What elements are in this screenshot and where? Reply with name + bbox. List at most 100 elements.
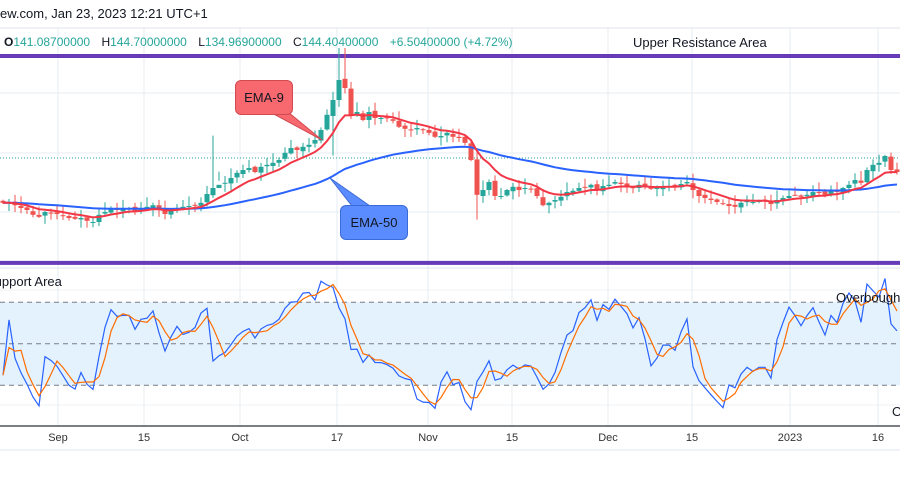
candle-body xyxy=(78,218,84,220)
candle-body xyxy=(348,88,354,115)
candle-body xyxy=(246,168,252,171)
stoch-k-line xyxy=(2,278,898,412)
candle-body xyxy=(630,187,636,189)
candle-body xyxy=(270,162,276,167)
upper-resistance-label: Upper Resistance Area xyxy=(633,35,767,50)
candle-body xyxy=(702,194,708,199)
open-value: O141.08700000 xyxy=(4,35,91,49)
candle-body xyxy=(24,207,30,211)
candle-body xyxy=(222,182,228,184)
x-tick-label: 15 xyxy=(505,432,519,444)
candle-body xyxy=(420,129,426,131)
candle-body xyxy=(282,152,288,159)
candle-body xyxy=(102,212,108,214)
x-tick-label: 2023 xyxy=(777,432,803,444)
candle-body xyxy=(66,216,72,219)
candle-body xyxy=(792,194,798,196)
candle-body xyxy=(816,192,822,194)
candle-body xyxy=(510,186,516,192)
candle-body xyxy=(84,217,90,221)
candle-body xyxy=(642,183,648,187)
candle-body xyxy=(96,214,102,223)
x-tick-label: 15 xyxy=(685,432,699,444)
overbought-label: Overbought xyxy=(836,290,900,305)
close-value: C144.40400000 xyxy=(292,35,379,49)
candle-body xyxy=(804,194,810,197)
candle-body xyxy=(198,202,204,206)
candle-body xyxy=(408,129,414,131)
candle-body xyxy=(504,190,510,196)
change-value: +6.50400000 (+4.72%) xyxy=(389,35,513,49)
x-tick-label: 16 xyxy=(871,432,885,444)
ema50-line xyxy=(3,145,898,210)
candle-body xyxy=(300,146,306,152)
candle-body xyxy=(186,206,192,208)
candle-body xyxy=(588,184,594,188)
candle-body xyxy=(570,190,576,194)
candle-body xyxy=(384,117,390,119)
candle-body xyxy=(684,182,690,184)
candle-body xyxy=(432,131,438,137)
candle-body xyxy=(882,156,888,162)
low-value: L134.96900000 xyxy=(198,35,282,49)
candle-body xyxy=(36,214,42,217)
ema9-pointer xyxy=(269,111,323,141)
candle-body xyxy=(768,201,774,205)
candle-body xyxy=(534,188,540,197)
x-tick-label: Oct xyxy=(231,432,249,444)
candle-body xyxy=(162,208,168,215)
x-tick-label: 17 xyxy=(330,432,344,444)
candle-body xyxy=(852,180,858,184)
high-value: H144.70000000 xyxy=(101,35,187,49)
x-tick-label: 15 xyxy=(137,432,151,444)
candle-body xyxy=(228,178,234,184)
support-label: Support Area xyxy=(0,274,62,289)
candle-body xyxy=(354,112,360,115)
candle-body xyxy=(894,169,900,173)
candle-body xyxy=(294,147,300,151)
candle-body xyxy=(258,166,264,173)
candle-body xyxy=(480,190,486,197)
candle-body xyxy=(846,184,852,189)
candle-body xyxy=(720,203,726,205)
candle-body xyxy=(390,119,396,121)
candle-body xyxy=(312,140,318,144)
candle-body xyxy=(648,187,654,189)
candle-body xyxy=(708,198,714,201)
candle-body xyxy=(750,202,756,204)
candle-body xyxy=(204,194,210,203)
candle-body xyxy=(144,206,150,209)
candle-body xyxy=(60,215,66,217)
candle-body xyxy=(306,144,312,147)
candle-body xyxy=(342,78,348,89)
candle-body xyxy=(252,166,258,173)
candle-body xyxy=(438,136,444,138)
candle-body xyxy=(318,130,324,141)
candle-body xyxy=(876,162,882,165)
candle-body xyxy=(366,112,372,121)
candle-body xyxy=(150,205,156,209)
candle-body xyxy=(264,164,270,167)
candle-body xyxy=(474,159,480,195)
candle-body xyxy=(810,192,816,197)
candle-body xyxy=(822,191,828,195)
ema9-callout: EMA-9 xyxy=(235,80,293,115)
candle-body xyxy=(696,190,702,197)
candle-body xyxy=(594,184,600,191)
candle-body xyxy=(72,216,78,219)
candle-body xyxy=(462,136,468,143)
candle-body xyxy=(378,118,384,120)
candle-body xyxy=(714,199,720,203)
candle-body xyxy=(330,100,336,117)
candle-body xyxy=(738,202,744,208)
ema50-callout: EMA-50 xyxy=(340,205,408,240)
candle-body xyxy=(468,143,474,161)
candle-body xyxy=(216,184,222,189)
candle-body xyxy=(858,180,864,183)
x-tick-label: Dec xyxy=(598,432,618,444)
candle-body xyxy=(42,212,48,216)
candle-body xyxy=(48,212,54,214)
candle-body xyxy=(726,204,732,207)
candle-body xyxy=(288,148,294,154)
candle-body xyxy=(606,184,612,187)
